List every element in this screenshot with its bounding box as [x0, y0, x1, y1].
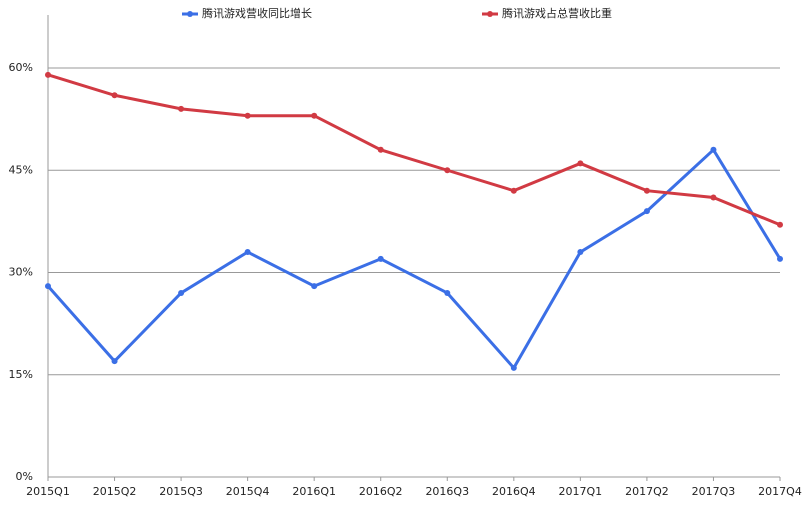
point — [178, 105, 185, 112]
x-tick-label: 2017Q3 — [692, 485, 736, 498]
point — [178, 289, 185, 296]
point — [377, 255, 384, 262]
x-tick-label: 2017Q4 — [758, 485, 802, 498]
x-tick-label: 2016Q2 — [359, 485, 403, 498]
x-tick-label: 2015Q1 — [26, 485, 70, 498]
legend-label: 腾讯游戏营收同比增长 — [202, 6, 312, 20]
legend-marker — [187, 11, 193, 17]
point — [777, 255, 783, 262]
point — [643, 187, 650, 194]
point — [45, 283, 51, 290]
point — [111, 92, 118, 99]
point — [444, 167, 451, 174]
point — [311, 283, 318, 290]
x-tick-label: 2016Q4 — [492, 485, 536, 498]
y-tick-label: 45% — [9, 163, 33, 176]
point — [777, 221, 783, 228]
x-tick-label: 2015Q2 — [93, 485, 137, 498]
point — [643, 208, 650, 215]
point — [444, 289, 451, 296]
x-tick-label: 2015Q3 — [159, 485, 203, 498]
y-tick-label: 15% — [9, 368, 33, 381]
x-tick-label: 2017Q1 — [559, 485, 603, 498]
point — [510, 364, 517, 371]
point — [710, 194, 717, 201]
point — [111, 358, 118, 365]
point — [510, 187, 517, 194]
x-tick-label: 2017Q2 — [625, 485, 669, 498]
y-tick-label: 60% — [9, 61, 33, 74]
y-tick-label: 30% — [9, 266, 33, 279]
series-line — [47, 73, 781, 227]
x-tick-label: 2016Q3 — [425, 485, 469, 498]
point — [45, 71, 51, 78]
point — [244, 112, 251, 119]
legend-marker — [487, 11, 493, 17]
point — [377, 146, 384, 153]
legend-label: 腾讯游戏占总营收比重 — [502, 6, 612, 20]
point — [577, 160, 584, 167]
x-tick-label: 2015Q4 — [226, 485, 270, 498]
point — [710, 146, 717, 153]
y-tick-label: 0% — [16, 470, 33, 483]
point — [577, 249, 584, 256]
point — [311, 112, 318, 119]
point — [244, 249, 251, 256]
x-tick-label: 2016Q1 — [292, 485, 336, 498]
series-line — [46, 147, 782, 371]
